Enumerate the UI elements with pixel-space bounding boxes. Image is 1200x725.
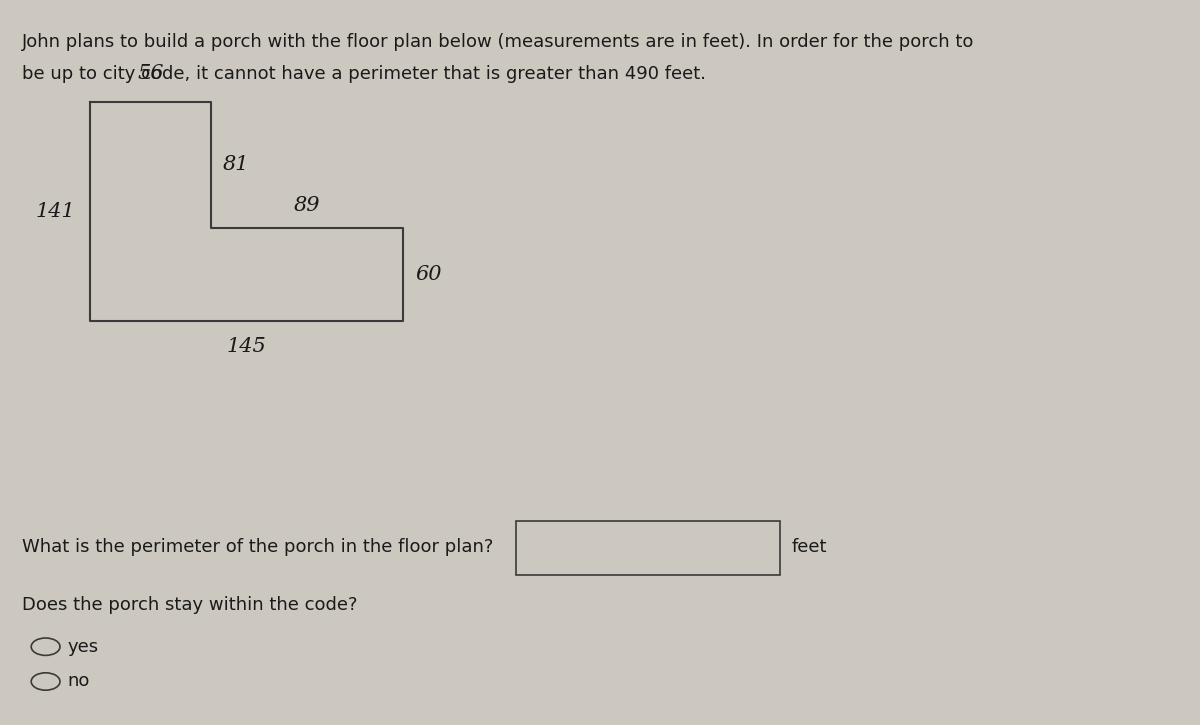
Text: 141: 141 <box>36 202 76 221</box>
Text: John plans to build a porch with the floor plan below (measurements are in feet): John plans to build a porch with the flo… <box>22 33 974 51</box>
Text: 56: 56 <box>137 65 163 83</box>
Text: yes: yes <box>67 638 98 655</box>
Text: 81: 81 <box>223 155 250 174</box>
Text: 89: 89 <box>294 196 320 215</box>
Text: 60: 60 <box>415 265 442 284</box>
Text: 145: 145 <box>227 337 266 356</box>
Text: What is the perimeter of the porch in the floor plan?: What is the perimeter of the porch in th… <box>22 539 493 556</box>
Text: feet: feet <box>792 539 828 556</box>
FancyBboxPatch shape <box>516 521 780 575</box>
Text: be up to city code, it cannot have a perimeter that is greater than 490 feet.: be up to city code, it cannot have a per… <box>22 65 706 83</box>
Text: no: no <box>67 673 90 690</box>
Text: Does the porch stay within the code?: Does the porch stay within the code? <box>22 597 358 614</box>
